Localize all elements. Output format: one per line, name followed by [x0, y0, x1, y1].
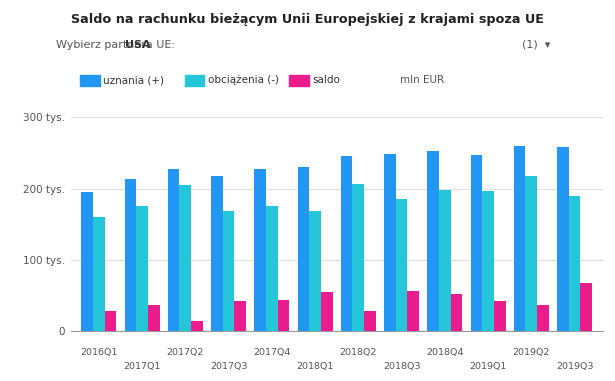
Bar: [211, 176, 223, 331]
Bar: [309, 211, 321, 331]
Bar: [451, 294, 462, 331]
Bar: [525, 176, 537, 331]
Text: USA: USA: [125, 40, 151, 50]
Bar: [81, 192, 93, 331]
Bar: [364, 312, 376, 331]
Bar: [234, 301, 246, 331]
Bar: [352, 184, 364, 331]
Text: 2019Q2: 2019Q2: [513, 348, 550, 357]
Text: Saldo na rachunku bieżącym Unii Europejskiej z krajami spoza UE: Saldo na rachunku bieżącym Unii Europejs…: [71, 13, 544, 26]
Text: 2017Q4: 2017Q4: [253, 348, 290, 357]
Bar: [341, 157, 352, 331]
Bar: [255, 169, 266, 331]
Bar: [514, 146, 525, 331]
Bar: [395, 199, 407, 331]
Text: Wybierz partnera UE:: Wybierz partnera UE:: [57, 40, 175, 50]
Text: obciążenia (-): obciążenia (-): [208, 75, 279, 85]
Bar: [191, 322, 203, 331]
Bar: [278, 300, 289, 331]
Bar: [470, 155, 482, 331]
Bar: [439, 190, 451, 331]
Bar: [407, 291, 419, 331]
Bar: [482, 191, 494, 331]
Bar: [321, 292, 333, 331]
Bar: [223, 211, 234, 331]
Bar: [581, 283, 592, 331]
Bar: [557, 147, 569, 331]
Text: uznania (+): uznania (+): [103, 75, 164, 85]
Bar: [168, 168, 180, 331]
Bar: [266, 207, 278, 331]
Bar: [427, 151, 439, 331]
Text: 2019Q1: 2019Q1: [469, 362, 507, 371]
Text: 2019Q3: 2019Q3: [556, 362, 593, 371]
Bar: [137, 207, 148, 331]
Text: 2017Q3: 2017Q3: [210, 362, 247, 371]
Bar: [537, 305, 549, 331]
Text: 2017Q2: 2017Q2: [167, 348, 204, 357]
Text: saldo: saldo: [312, 75, 340, 85]
Bar: [180, 185, 191, 331]
Bar: [125, 179, 137, 331]
Bar: [569, 196, 581, 331]
Bar: [298, 167, 309, 331]
Text: 2016Q1: 2016Q1: [80, 348, 117, 357]
Bar: [384, 154, 395, 331]
Text: mln EUR: mln EUR: [400, 75, 444, 85]
Bar: [93, 217, 105, 331]
Text: (1)  ▾: (1) ▾: [522, 40, 551, 50]
Bar: [494, 301, 506, 331]
Bar: [105, 312, 116, 331]
Text: 2017Q1: 2017Q1: [124, 362, 161, 371]
Text: 2018Q3: 2018Q3: [383, 362, 420, 371]
Text: 2018Q1: 2018Q1: [296, 362, 334, 371]
Text: 2018Q4: 2018Q4: [426, 348, 464, 357]
Bar: [148, 305, 160, 331]
Text: 2018Q2: 2018Q2: [339, 348, 377, 357]
